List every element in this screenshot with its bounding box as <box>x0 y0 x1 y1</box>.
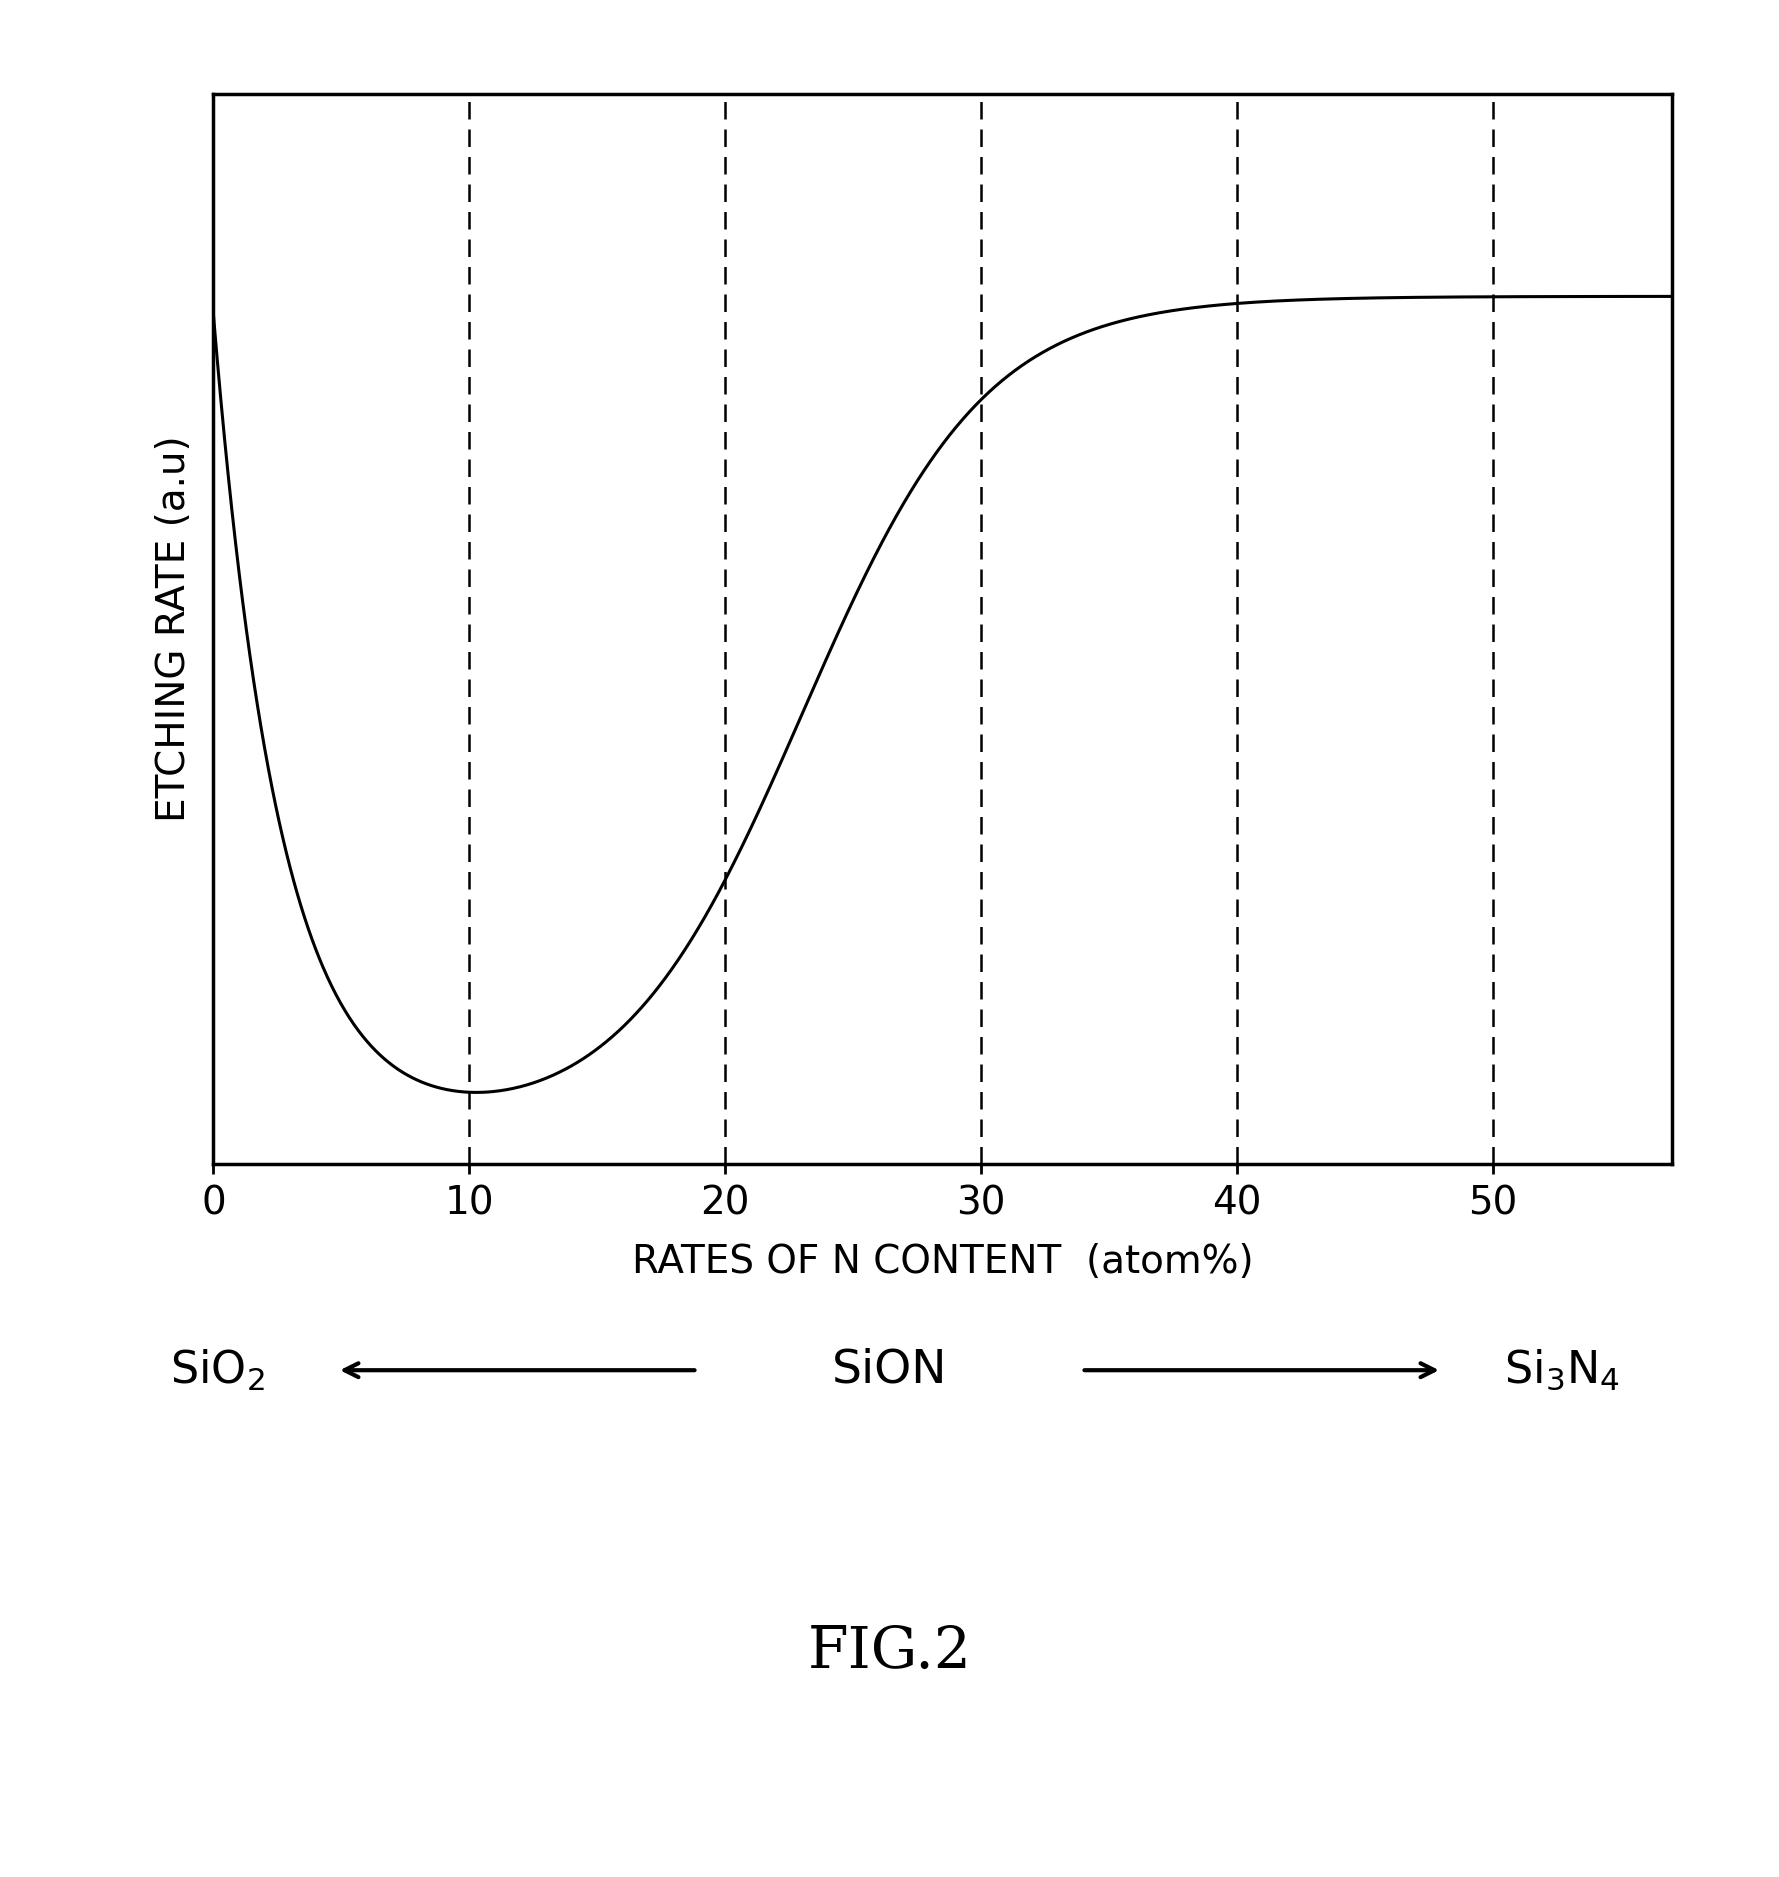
X-axis label: RATES OF N CONTENT  (atom%): RATES OF N CONTENT (atom%) <box>632 1243 1254 1282</box>
Text: SiO$_2$: SiO$_2$ <box>169 1348 265 1393</box>
Text: SiON: SiON <box>833 1348 946 1393</box>
Text: FIG.2: FIG.2 <box>808 1624 971 1680</box>
Y-axis label: ETCHING RATE (a.u): ETCHING RATE (a.u) <box>155 435 192 822</box>
Text: Si$_3$N$_4$: Si$_3$N$_4$ <box>1503 1348 1621 1393</box>
